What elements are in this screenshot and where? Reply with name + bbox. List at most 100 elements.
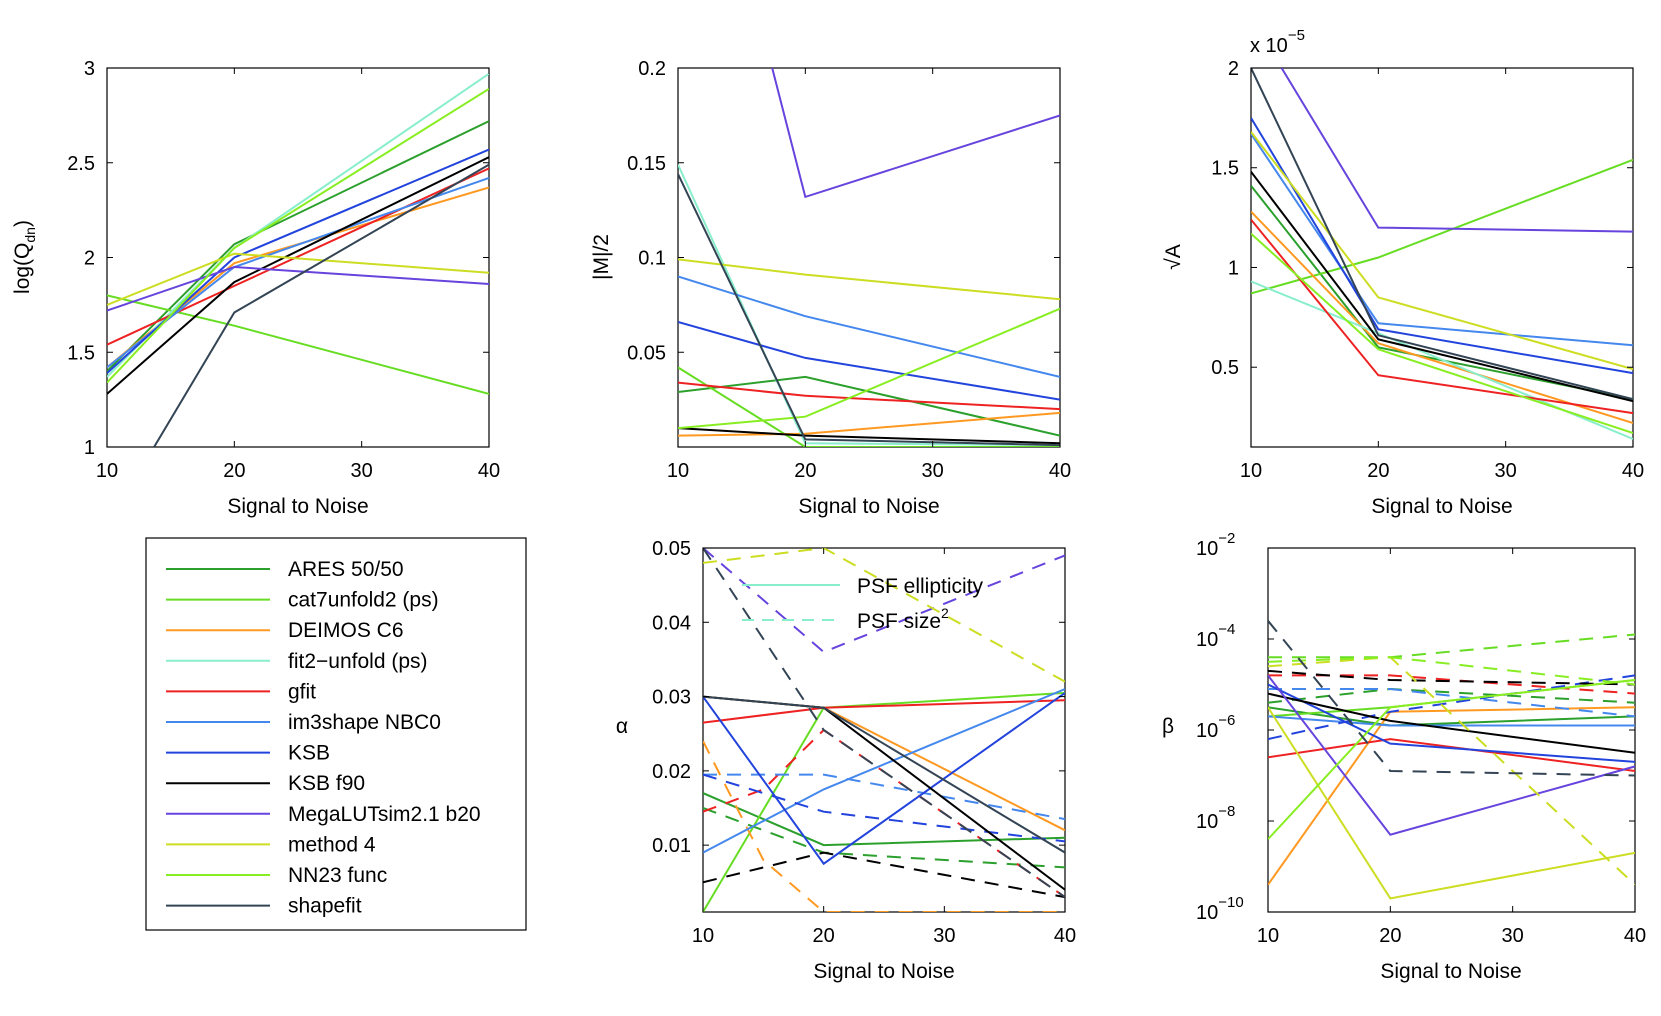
legend-label-ares: ARES 50/50 xyxy=(288,558,404,581)
y-exponent-power: −5 xyxy=(1288,27,1305,44)
x-tick-label: 30 xyxy=(1502,925,1524,947)
series-line-shapefit-dashed xyxy=(703,548,1065,898)
x-tick-label: 10 xyxy=(692,925,714,947)
series-group xyxy=(1268,620,1635,900)
series-line-ksbf90 xyxy=(107,156,489,395)
series-line-ksb-dashed xyxy=(703,773,1065,843)
legend-label-psf-size-sup: 2 xyxy=(941,605,949,621)
x-tick-label: 20 xyxy=(1367,460,1389,482)
y-axis-label: α xyxy=(616,715,628,738)
y-tick-label: 0.15 xyxy=(627,153,666,175)
series-group xyxy=(703,548,1065,912)
y-tick-label-power: −2 xyxy=(1218,530,1235,547)
inner-legend: PSF ellipticity PSF size2 xyxy=(742,575,984,633)
series-line-shapefit xyxy=(1251,68,1633,401)
x-tick-label: 10 xyxy=(1240,460,1262,482)
plot-logq: 10 20 30 40 1 1.5 2 2.5 3 Signal to Noise log(Qd… xyxy=(11,58,500,518)
series-line-nn23 xyxy=(107,87,489,384)
legend-label-fit2: fit2−unfold (ps) xyxy=(288,650,428,673)
y-tick-label: 10−8 xyxy=(1196,803,1235,833)
series-line-ares xyxy=(107,120,489,372)
y-tick-label: 10−4 xyxy=(1196,621,1235,651)
y-tick-label: 10−6 xyxy=(1196,712,1235,742)
x-tick-label: 40 xyxy=(478,460,500,482)
series-line-im3-dashed xyxy=(1268,688,1635,718)
series-line-ksb xyxy=(703,692,1065,866)
x-axis-label: Signal to Noise xyxy=(1371,495,1512,518)
series-line-ksb xyxy=(1268,683,1635,763)
x-axis-label: Signal to Noise xyxy=(798,495,939,518)
y-tick-label: 1.5 xyxy=(1211,158,1239,180)
series-line-ksbf90-dashed xyxy=(1268,669,1635,686)
series-line-deimos xyxy=(1251,210,1633,425)
series-line-nn23 xyxy=(1268,679,1635,840)
y-tick-label: 0.2 xyxy=(638,58,666,80)
series-line-im3-dashed xyxy=(703,773,1065,821)
y-tick-label-power: −8 xyxy=(1218,803,1235,820)
x-tick-label: 40 xyxy=(1054,925,1076,947)
series-line-mega xyxy=(771,68,1060,199)
x-tick-label: 10 xyxy=(1257,925,1279,947)
series-line-deimos xyxy=(678,411,1060,437)
x-tick-label: 10 xyxy=(667,460,689,482)
y-tick-label-power: −10 xyxy=(1218,894,1243,911)
series-line-shapefit xyxy=(153,163,489,447)
series-group xyxy=(107,72,489,447)
series-line-cat7 xyxy=(1251,158,1633,295)
series-line-nn23 xyxy=(1251,232,1633,434)
legend-label-psf-size-text: PSF size xyxy=(857,610,941,633)
y-tick-label: 0.03 xyxy=(652,687,691,709)
y-exponent-base: x 10 xyxy=(1250,35,1288,57)
plot-area xyxy=(702,547,1066,913)
y-tick-label-power: −4 xyxy=(1218,621,1235,638)
y-axis-label-sub: dn xyxy=(22,227,38,243)
series-line-method4 xyxy=(1268,706,1635,900)
series-line-mega-dashed xyxy=(703,548,1065,654)
series-line-method4 xyxy=(107,252,489,306)
legend-items: ARES 50/50 cat7unfold2 (ps) DEIMOS C6 fit2−… xyxy=(166,558,481,918)
legend-label-method4: method 4 xyxy=(288,833,376,856)
series-line-ares xyxy=(703,792,1065,847)
y-axis-label-main: log(Q xyxy=(11,243,34,294)
legend-label-nn23: NN23 func xyxy=(288,864,387,887)
series-line-gfit xyxy=(1268,738,1635,772)
series-line-ksbf90-dashed xyxy=(703,851,1065,899)
y-tick-label: 0.01 xyxy=(652,835,691,857)
series-line-im3 xyxy=(703,688,1065,854)
plot-alpha: 10 20 30 40 0.01 0.02 0.03 0.04 0.05 Signal to N… xyxy=(616,538,1076,983)
series-line-mega xyxy=(107,265,489,312)
plot-m: 10 20 30 40 0.05 0.1 0.15 0.2 Signal to Noise |… xyxy=(590,58,1071,518)
series-line-nn23 xyxy=(678,307,1060,430)
legend: ARES 50/50 cat7unfold2 (ps) DEIMOS C6 fit2−… xyxy=(145,537,527,931)
y-tick-label: 0.1 xyxy=(638,248,666,270)
x-axis-label: Signal to Noise xyxy=(1380,960,1521,983)
series-line-ksb xyxy=(678,320,1060,401)
legend-label-psf-ellipticity: PSF ellipticity xyxy=(857,575,984,598)
x-tick-label: 30 xyxy=(351,460,373,482)
y-tick-label: 2 xyxy=(1228,58,1239,80)
legend-label-im3: im3shape NBC0 xyxy=(288,711,441,734)
legend-label-mega: MegaLUTsim2.1 b20 xyxy=(288,803,481,826)
y-tick-label: 0.05 xyxy=(652,538,691,560)
series-line-im3 xyxy=(1251,133,1633,347)
y-tick-label-base: 10 xyxy=(1196,720,1218,742)
series-line-shapefit-dashed xyxy=(1268,620,1635,777)
x-tick-label: 20 xyxy=(223,460,245,482)
series-line-im3 xyxy=(678,275,1060,378)
y-axis-label: √A xyxy=(1162,244,1185,270)
x-tick-label: 20 xyxy=(813,925,835,947)
legend-label-gfit: gfit xyxy=(288,680,316,703)
y-tick-label: 0.04 xyxy=(652,612,691,634)
x-axis-label: Signal to Noise xyxy=(813,960,954,983)
series-line-method4 xyxy=(1251,131,1633,371)
y-tick-label-base: 10 xyxy=(1196,811,1218,833)
series-line-cat7 xyxy=(678,366,1060,447)
series-line-ksbf90 xyxy=(1268,692,1635,754)
series-line-ksb xyxy=(107,148,489,374)
y-tick-label: 0.5 xyxy=(1211,357,1239,379)
x-tick-label: 40 xyxy=(1622,460,1644,482)
plot-sqrt-a: 10 20 30 40 0.5 1 1.5 2 Signal to Noise √A x 10… xyxy=(1162,27,1644,518)
y-tick-label-base: 10 xyxy=(1196,629,1218,651)
y-tick-label-power: −6 xyxy=(1218,712,1235,729)
